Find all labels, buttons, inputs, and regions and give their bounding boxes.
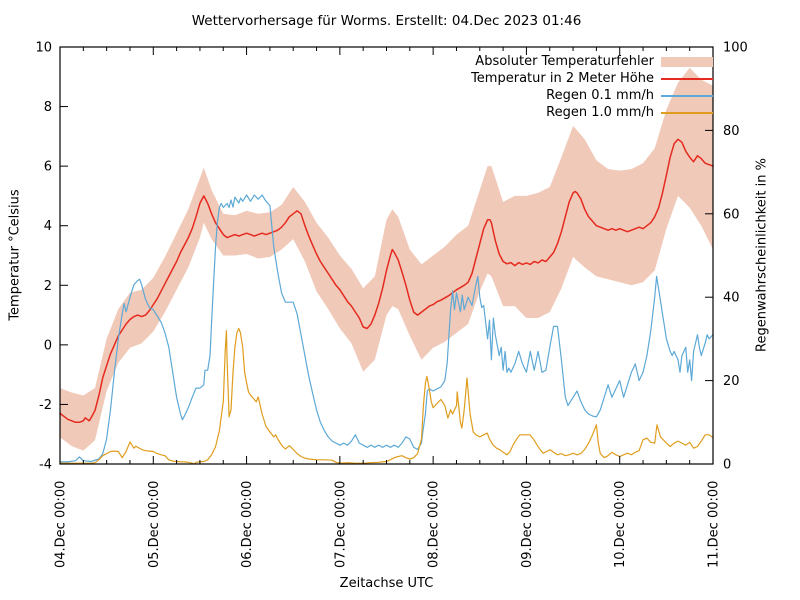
rain10-line	[59, 327, 714, 465]
legend-item-rain01: Regen 0.1 mm/h	[471, 87, 713, 104]
y-axis-title-left: Temperatur °Celsius	[7, 189, 23, 321]
chart-title: Wettervorhersage für Worms. Erstellt: 04…	[191, 13, 582, 29]
legend: Absoluter Temperaturfehler Temperatur in…	[471, 53, 713, 121]
legend-label-error-band: Absoluter Temperaturfehler	[475, 54, 654, 69]
y-left-tick-label: -2	[39, 398, 52, 413]
rain10-line-swatch-icon	[661, 111, 713, 114]
y-left-tick-label: 8	[44, 100, 52, 115]
error-band-swatch-icon	[661, 56, 713, 67]
y-axis-title-right: Regenwahrscheinlichkeit in %	[754, 158, 770, 352]
x-tick-label: 09.Dec 00:00	[520, 481, 535, 568]
x-tick-label: 10.Dec 00:00	[613, 481, 628, 568]
y-left-tick-label: 4	[44, 219, 52, 234]
x-tick-label: 05.Dec 00:00	[147, 481, 162, 568]
legend-label-rain01: Regen 0.1 mm/h	[546, 88, 654, 103]
x-tick-label: 06.Dec 00:00	[240, 481, 255, 568]
legend-label-temperature: Temperatur in 2 Meter Höhe	[471, 71, 654, 86]
y-right-tick-label: 0	[723, 458, 731, 473]
x-tick-label: 08.Dec 00:00	[427, 481, 442, 568]
legend-label-rain10: Regen 1.0 mm/h	[546, 105, 654, 120]
temperature-line	[59, 138, 714, 424]
axis-tick-labels: 04.Dec 00:00 05.Dec 00:00 06.Dec 00:00 07.D…	[35, 41, 747, 569]
axis-ticks	[59, 46, 714, 465]
x-axis-title: Zeitachse UTC	[339, 576, 434, 591]
y-right-tick-label: 40	[723, 291, 740, 306]
rain01-line-swatch-icon	[661, 94, 713, 97]
legend-item-rain10: Regen 1.0 mm/h	[471, 104, 713, 121]
x-tick-label: 04.Dec 00:00	[54, 481, 69, 568]
rain01-line	[59, 194, 714, 463]
legend-item-error-band: Absoluter Temperaturfehler	[471, 53, 713, 70]
y-right-tick-label: 60	[723, 207, 740, 222]
y-left-tick-label: 10	[35, 41, 52, 56]
y-right-tick-label: 80	[723, 124, 740, 139]
temperature-line-swatch-icon	[661, 77, 713, 80]
y-right-tick-label: 100	[723, 41, 748, 56]
y-left-tick-label: 2	[44, 279, 52, 294]
error-band-area	[60, 67, 713, 451]
y-right-tick-label: 20	[723, 374, 740, 389]
y-left-tick-label: -4	[39, 458, 52, 473]
y-left-tick-label: 0	[44, 338, 52, 353]
x-tick-label: 11.Dec 00:00	[707, 481, 722, 568]
x-tick-label: 07.Dec 00:00	[333, 481, 348, 568]
legend-item-temperature: Temperatur in 2 Meter Höhe	[471, 70, 713, 87]
y-left-tick-label: 6	[44, 160, 52, 175]
